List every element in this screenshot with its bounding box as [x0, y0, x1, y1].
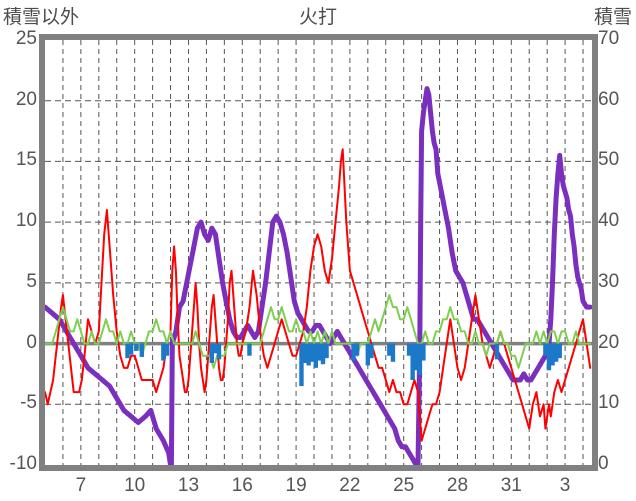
precip-bar: [543, 343, 548, 356]
precip-bar: [414, 343, 419, 371]
precip-bar: [128, 343, 134, 355]
y-axis-right-tick: 30: [598, 270, 620, 292]
y-axis-right-tick: 10: [598, 392, 620, 414]
y-axis-right-tick: 60: [598, 88, 620, 110]
series-bars: [125, 343, 562, 387]
y-axis-right-tick: 50: [598, 149, 620, 171]
series-line: [42, 86, 593, 468]
precip-bar: [134, 343, 139, 351]
plot-frame: [39, 34, 598, 471]
precip-bar: [247, 343, 252, 356]
precip-bar: [550, 343, 555, 366]
precip-bar: [310, 343, 315, 362]
precip-bar: [161, 343, 166, 361]
y-axis-right-tick: 40: [598, 210, 620, 232]
precip-bar: [299, 343, 304, 387]
y-axis-left-tick: 5: [26, 270, 37, 292]
precip-bar: [139, 343, 145, 357]
precip-bar: [164, 343, 170, 356]
precip-bar: [494, 343, 500, 360]
precip-bar: [387, 343, 392, 356]
series-line: [44, 148, 592, 442]
y-axis-left-tick: -10: [9, 453, 37, 474]
precip-bar: [557, 343, 562, 359]
precip-bar: [313, 343, 319, 368]
x-axis-tick: 28: [446, 475, 469, 496]
precip-bar: [354, 343, 360, 356]
precip-bar: [302, 343, 308, 363]
precip-bar: [421, 343, 426, 361]
x-axis-tick: 31: [500, 475, 522, 496]
precip-bar: [351, 343, 356, 361]
precip-bar: [306, 343, 311, 366]
left-axis-title: 積雪以外: [3, 7, 80, 28]
y-axis-right-tick: 20: [598, 331, 620, 353]
y-axis-left-tick: 25: [15, 28, 37, 49]
x-axis-tick: 10: [124, 475, 146, 496]
precip-bar: [406, 343, 412, 356]
precip-bar: [320, 343, 326, 365]
precip-bar: [213, 343, 218, 354]
precip-bar: [365, 343, 371, 366]
page-title: 火打: [298, 7, 337, 28]
x-axis-tick: 16: [231, 475, 253, 496]
precip-bar: [546, 343, 552, 371]
x-axis-tick: 7: [75, 475, 87, 496]
precip-bar: [369, 343, 374, 359]
y-axis-left-tick: 15: [15, 149, 37, 171]
precip-bar: [317, 343, 322, 361]
y-axis-right-tick: 0: [598, 453, 609, 474]
x-axis-tick: 19: [285, 475, 307, 496]
precip-bar: [417, 343, 423, 376]
y-axis-left-tick: 10: [15, 210, 37, 232]
y-axis-left-tick: 20: [15, 88, 37, 110]
y-axis-right-tick: 70: [598, 28, 620, 49]
precip-bar: [553, 343, 559, 362]
series-path: [42, 86, 593, 468]
series-path: [44, 148, 592, 442]
precip-bar: [410, 343, 415, 380]
right-axis-title: 積雪: [593, 7, 632, 28]
x-axis-tick: 25: [393, 475, 415, 496]
x-axis-tick: 13: [177, 475, 200, 496]
precip-bar: [125, 343, 130, 359]
y-axis-left-tick: -5: [20, 392, 37, 414]
x-axis-tick: 3: [559, 475, 571, 496]
precip-bar: [209, 343, 214, 363]
precip-bar: [216, 343, 222, 360]
y-axis-left-tick: 0: [26, 331, 37, 353]
x-axis-tick: 22: [339, 475, 361, 496]
gridlines: [45, 40, 592, 465]
precip-bar: [324, 343, 329, 359]
precip-bar: [390, 343, 396, 362]
